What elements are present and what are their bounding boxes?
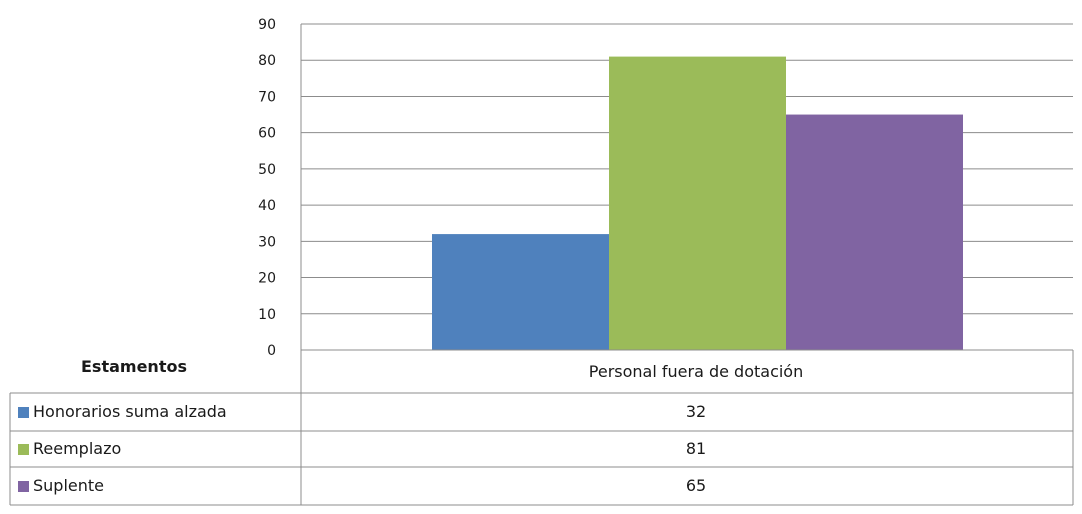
y-tick-label: 50	[258, 162, 276, 178]
legend-swatch	[18, 481, 29, 492]
y-tick-label: 40	[258, 198, 276, 214]
category-label: Personal fuera de dotación	[589, 362, 803, 381]
legend-swatch	[18, 444, 29, 455]
table-value: 32	[686, 402, 706, 421]
y-tick-label: 90	[258, 17, 276, 33]
y-tick-label: 0	[267, 343, 276, 359]
y-tick-label: 80	[258, 53, 276, 69]
table-header-estamentos: Estamentos	[81, 357, 187, 376]
bar-honorarios-suma-alzada	[432, 234, 609, 350]
y-axis-ticks: 0 10 20 30 40 50 60 70 80 90	[258, 17, 276, 359]
bar-reemplazo	[609, 56, 786, 350]
y-tick-label: 20	[258, 271, 276, 287]
table-value: 81	[686, 439, 706, 458]
data-table: Estamentos Personal fuera de dotación Ho…	[18, 357, 803, 495]
y-tick-label: 10	[258, 307, 276, 323]
bar-suplente	[786, 114, 963, 350]
y-tick-label: 30	[258, 234, 276, 250]
legend-label: Honorarios suma alzada	[33, 402, 227, 421]
y-tick-label: 60	[258, 126, 276, 142]
chart-frame	[9, 24, 1074, 506]
bars	[432, 56, 963, 350]
legend-swatch	[18, 407, 29, 418]
y-tick-label: 70	[258, 89, 276, 105]
legend-label: Reemplazo	[33, 439, 121, 458]
table-value: 65	[686, 476, 706, 495]
legend-label: Suplente	[33, 476, 104, 495]
